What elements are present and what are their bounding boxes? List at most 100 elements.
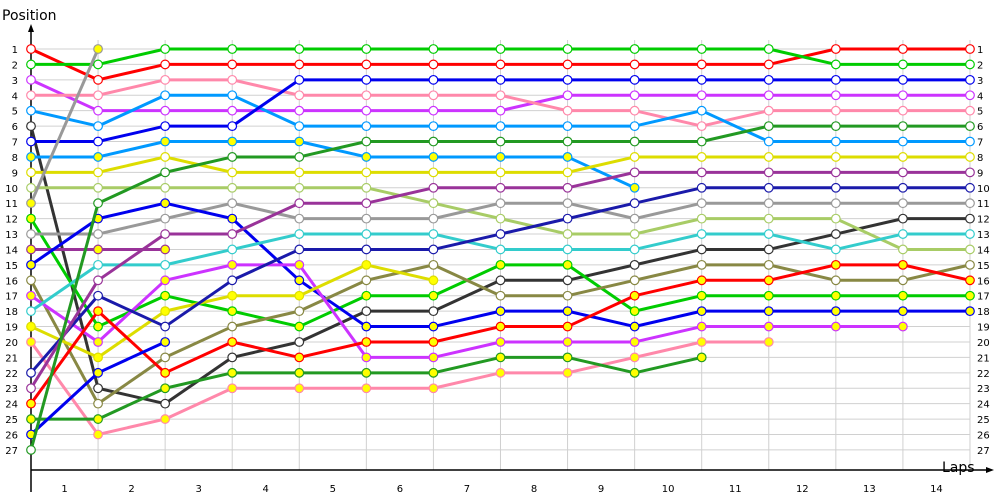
series-point <box>629 244 640 255</box>
series-point <box>696 44 707 54</box>
series-point <box>160 414 171 424</box>
series-point <box>763 136 774 147</box>
series-point <box>26 259 36 270</box>
series-point <box>830 321 841 332</box>
series-1 <box>26 44 975 85</box>
series-point <box>495 198 506 209</box>
series-point <box>227 74 238 85</box>
series-point <box>696 198 707 209</box>
series-16 <box>26 259 975 409</box>
series-point <box>93 367 103 378</box>
series-point <box>495 74 506 85</box>
series-5 <box>26 90 975 147</box>
series-point <box>361 306 372 317</box>
y-tick-label-right: 18 <box>977 307 990 318</box>
series-point <box>696 290 707 301</box>
series-point <box>428 167 439 178</box>
series-point <box>629 105 640 116</box>
series-point <box>898 105 908 116</box>
series-point <box>965 290 975 301</box>
series-point <box>629 213 640 224</box>
grid <box>31 40 971 470</box>
series-point <box>428 321 439 332</box>
series-point <box>26 59 36 70</box>
series-point <box>696 59 707 70</box>
series-point <box>562 290 573 301</box>
series-point <box>629 167 640 178</box>
y-tick-label-right: 19 <box>977 323 990 334</box>
x-axis-label: Laps <box>942 460 975 476</box>
series-point <box>830 74 841 85</box>
series-point <box>495 306 506 317</box>
series-point <box>629 90 640 101</box>
series-point <box>965 259 975 270</box>
series-point <box>830 90 841 101</box>
series-point <box>361 105 372 116</box>
series-point <box>696 321 707 332</box>
series-point <box>227 90 238 101</box>
series-point <box>562 90 573 101</box>
series-point <box>898 306 908 317</box>
y-tick-label-left: 15 <box>5 261 18 272</box>
series-point <box>26 198 36 209</box>
series-point <box>629 367 640 378</box>
series-point <box>495 290 506 301</box>
series-point <box>495 229 506 239</box>
series-point <box>160 198 171 209</box>
y-tick-label-right: 3 <box>977 76 983 87</box>
series-point <box>361 44 372 54</box>
x-tick-label: 6 <box>397 484 403 495</box>
series-point <box>93 290 103 301</box>
series-point <box>898 152 908 162</box>
series-point <box>696 90 707 101</box>
series-point <box>495 90 506 101</box>
x-tick-label: 13 <box>863 484 876 495</box>
series-point <box>763 182 774 193</box>
series-point <box>495 337 506 347</box>
series-point <box>629 229 640 239</box>
series-point <box>294 121 305 131</box>
series-point <box>227 136 238 147</box>
series-point <box>160 259 171 270</box>
series-point <box>562 244 573 255</box>
series-point <box>629 198 640 209</box>
series-point <box>562 167 573 178</box>
y-tick-label-left: 12 <box>5 215 18 226</box>
series-point <box>428 74 439 85</box>
series-point <box>93 321 103 332</box>
series-line <box>29 48 100 204</box>
y-tick-label-left: 8 <box>12 153 18 164</box>
y-tick-label-left: 18 <box>5 307 18 318</box>
series-point <box>763 244 774 255</box>
series-point <box>898 182 908 193</box>
series-point <box>294 182 305 193</box>
y-tick-label-left: 17 <box>5 292 18 303</box>
series-point <box>227 44 238 54</box>
series-point <box>763 259 774 270</box>
series-point <box>361 59 372 70</box>
series-point <box>898 213 908 224</box>
y-tick-label-right: 6 <box>977 122 983 133</box>
series-point <box>562 182 573 193</box>
series-point <box>830 213 841 224</box>
series-point <box>562 275 573 286</box>
series-point <box>629 136 640 147</box>
series-point <box>93 398 103 409</box>
x-tick-label: 5 <box>330 484 336 495</box>
y-tick-label-right: 23 <box>977 384 990 395</box>
y-axis-label: Position <box>2 8 57 24</box>
series-point <box>495 213 506 224</box>
series-point <box>629 352 640 363</box>
series-point <box>26 290 36 301</box>
series-point <box>294 306 305 317</box>
series-point <box>227 352 238 363</box>
y-tick-label-left: 9 <box>12 168 18 179</box>
series-point <box>26 213 36 224</box>
series-point <box>361 136 372 147</box>
series-point <box>763 121 774 131</box>
series-point <box>227 337 238 347</box>
series-point <box>763 198 774 209</box>
series-point <box>361 152 372 162</box>
series-point <box>26 90 36 101</box>
series-point <box>830 275 841 286</box>
